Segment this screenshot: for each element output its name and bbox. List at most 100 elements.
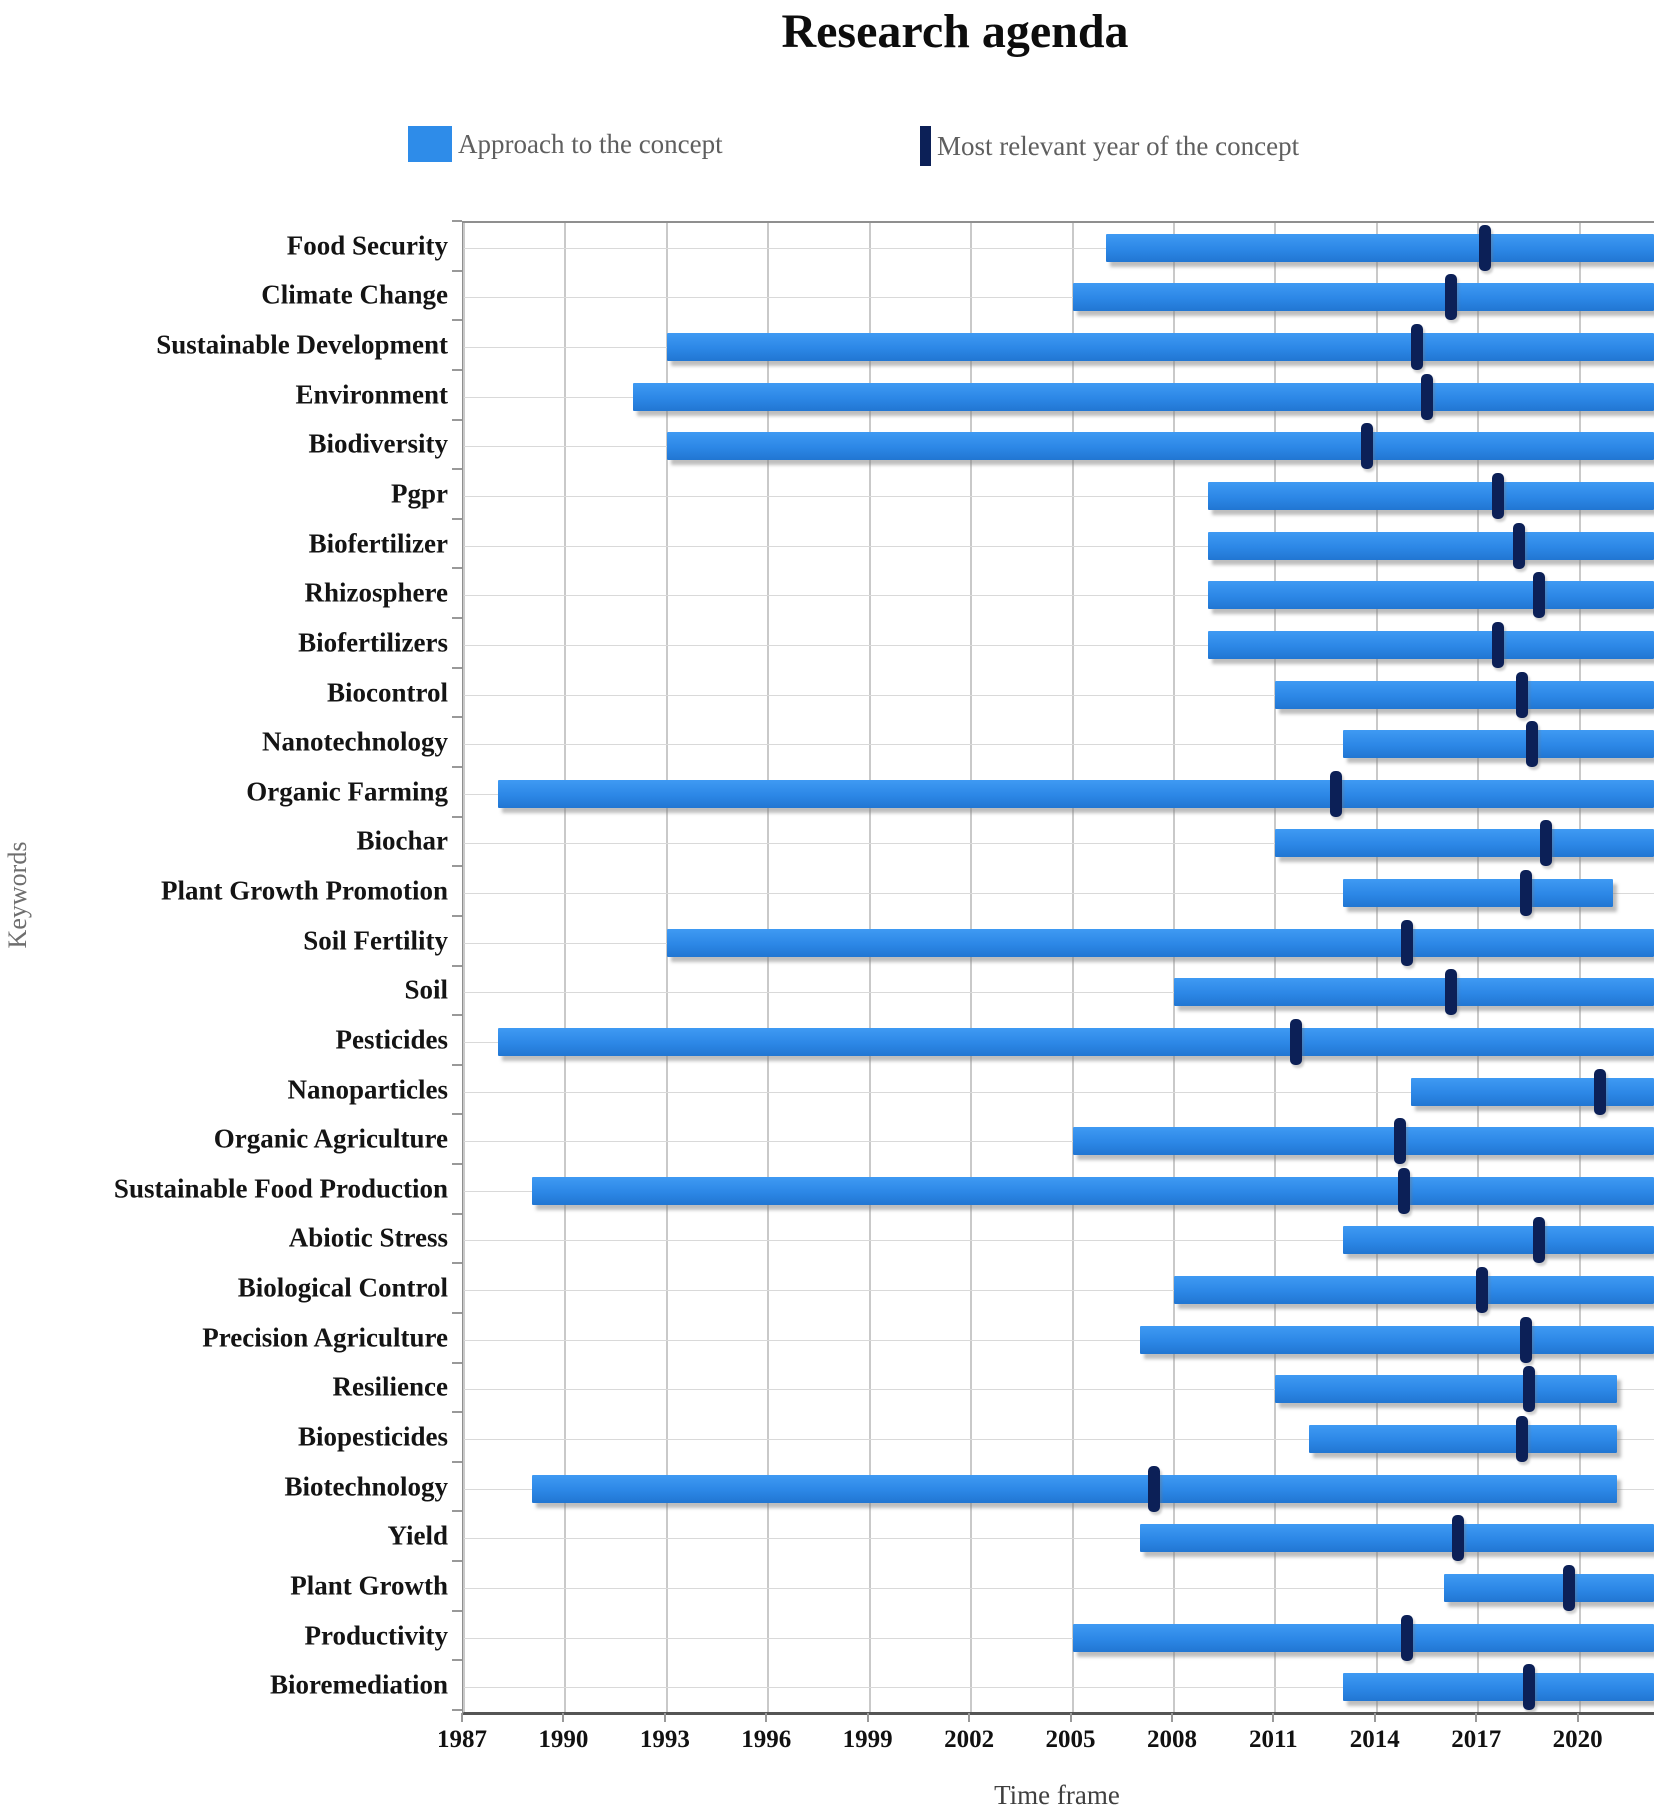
- keyword-label: Food Security: [286, 230, 448, 261]
- keyword-label: Plant Growth: [290, 1570, 448, 1601]
- x-axis-tick: [968, 1713, 971, 1722]
- y-axis-tick: [452, 319, 462, 322]
- relevant-year-marker: [1492, 621, 1505, 668]
- gridline-vertical: [868, 223, 871, 1712]
- gridline-vertical: [665, 223, 668, 1712]
- gridline-vertical: [970, 223, 973, 1712]
- x-axis-tick: [765, 1713, 768, 1722]
- approach-bar: [1275, 1375, 1617, 1404]
- y-axis-tick: [452, 815, 462, 818]
- gridline-vertical: [564, 223, 567, 1712]
- x-tick-label: 1987: [437, 1726, 487, 1753]
- plot-area: [462, 221, 1654, 1715]
- relevant-year-marker: [1401, 1614, 1414, 1661]
- approach-bar: [666, 928, 1654, 957]
- relevant-year-marker: [1147, 1465, 1160, 1512]
- approach-bar: [666, 432, 1654, 461]
- gridline-horizontal: [464, 545, 1654, 547]
- relevant-year-marker: [1516, 1416, 1529, 1463]
- approach-bar: [1275, 829, 1654, 858]
- gridline-horizontal: [464, 1637, 1654, 1639]
- relevant-year-marker: [1492, 472, 1505, 519]
- relevant-year-marker: [1289, 1018, 1302, 1065]
- keyword-label: Climate Change: [261, 279, 448, 310]
- relevant-year-marker: [1563, 1564, 1576, 1611]
- relevant-year-marker: [1512, 522, 1525, 569]
- approach-bar: [1140, 1524, 1654, 1553]
- y-axis-tick: [452, 1510, 462, 1513]
- legend-relevant-label: Most relevant year of the concept: [937, 130, 1300, 161]
- approach-bar: [666, 333, 1654, 362]
- relevant-year-marker: [1478, 224, 1491, 271]
- legend-item-approach: Approach to the concept: [408, 126, 723, 162]
- approach-bar: [1140, 1325, 1654, 1354]
- y-axis-tick: [452, 517, 462, 520]
- gridline-vertical: [767, 223, 770, 1712]
- y-axis-tick: [452, 1560, 462, 1563]
- x-tick-label: 2017: [1451, 1726, 1502, 1753]
- y-axis-tick: [452, 865, 462, 868]
- approach-bar: [1072, 1623, 1654, 1652]
- keyword-label: Biotechnology: [284, 1471, 448, 1502]
- relevant-year-marker: [1539, 820, 1552, 867]
- gridline-horizontal: [464, 893, 1654, 895]
- approach-bar: [497, 779, 1654, 808]
- relevant-year-marker: [1522, 1366, 1535, 1413]
- gridline-vertical: [463, 223, 465, 1712]
- relevant-year-marker: [1360, 423, 1373, 470]
- approach-bar: [497, 1027, 1654, 1056]
- keyword-label: Biocontrol: [327, 677, 448, 708]
- gridline-horizontal: [464, 1687, 1654, 1689]
- y-axis-tick: [452, 1014, 462, 1017]
- approach-swatch-icon: [408, 126, 452, 162]
- gridline-horizontal: [464, 495, 1654, 497]
- x-axis-tick: [562, 1713, 565, 1722]
- keyword-label: Biodiversity: [308, 428, 449, 459]
- keyword-label: Pgpr: [391, 478, 448, 509]
- relevant-year-marker: [1445, 969, 1458, 1016]
- y-axis-tick: [452, 368, 462, 371]
- gridline-horizontal: [464, 992, 1654, 994]
- y-axis-tick: [452, 269, 462, 272]
- y-axis-tick: [452, 220, 462, 222]
- keyword-label: Plant Growth Promotion: [161, 875, 448, 906]
- keyword-label: Abiotic Stress: [288, 1222, 448, 1253]
- x-axis-tick: [1069, 1713, 1072, 1722]
- x-tick-label: 2005: [1045, 1726, 1096, 1753]
- keyword-label: Soil Fertility: [303, 925, 448, 956]
- keyword-label: Biopesticides: [297, 1421, 448, 1452]
- relevant-year-marker: [1533, 1217, 1546, 1264]
- gridline-vertical: [1578, 223, 1581, 1712]
- keyword-label: Nanoparticles: [287, 1074, 448, 1105]
- gridline-horizontal: [464, 843, 1654, 845]
- approach-bar: [1275, 680, 1654, 709]
- approach-bar: [633, 382, 1654, 411]
- gridline-horizontal: [464, 1587, 1654, 1589]
- gridline-horizontal: [464, 1389, 1654, 1391]
- x-tick-label: 1993: [639, 1726, 690, 1753]
- keyword-label: Bioremediation: [270, 1669, 448, 1700]
- x-tick-label: 1999: [842, 1726, 893, 1753]
- y-axis-tick: [452, 1460, 462, 1463]
- y-axis-tick: [452, 1361, 462, 1364]
- y-axis-tick: [452, 716, 462, 719]
- x-axis-tick: [461, 1713, 463, 1722]
- x-axis-tick: [1475, 1713, 1478, 1722]
- gridline-horizontal: [464, 1439, 1654, 1441]
- gridline-horizontal: [464, 694, 1654, 696]
- keyword-label: Nanotechnology: [261, 726, 448, 757]
- gridline-vertical: [1274, 223, 1277, 1712]
- y-axis-tick: [452, 1113, 462, 1116]
- keyword-label: Biofertilizer: [308, 528, 448, 559]
- keyword-label: Productivity: [304, 1620, 449, 1651]
- x-tick-label: 2008: [1146, 1726, 1197, 1753]
- approach-bar: [1207, 481, 1654, 510]
- x-tick-label: 2020: [1552, 1726, 1603, 1753]
- x-axis-tick: [1170, 1713, 1173, 1722]
- legend-approach-label: Approach to the concept: [458, 128, 723, 159]
- gridline-horizontal: [464, 1141, 1654, 1143]
- approach-bar: [1106, 233, 1654, 262]
- gridline-horizontal: [464, 1339, 1654, 1341]
- gridline-horizontal: [464, 247, 1654, 249]
- gridline-horizontal: [464, 1538, 1654, 1540]
